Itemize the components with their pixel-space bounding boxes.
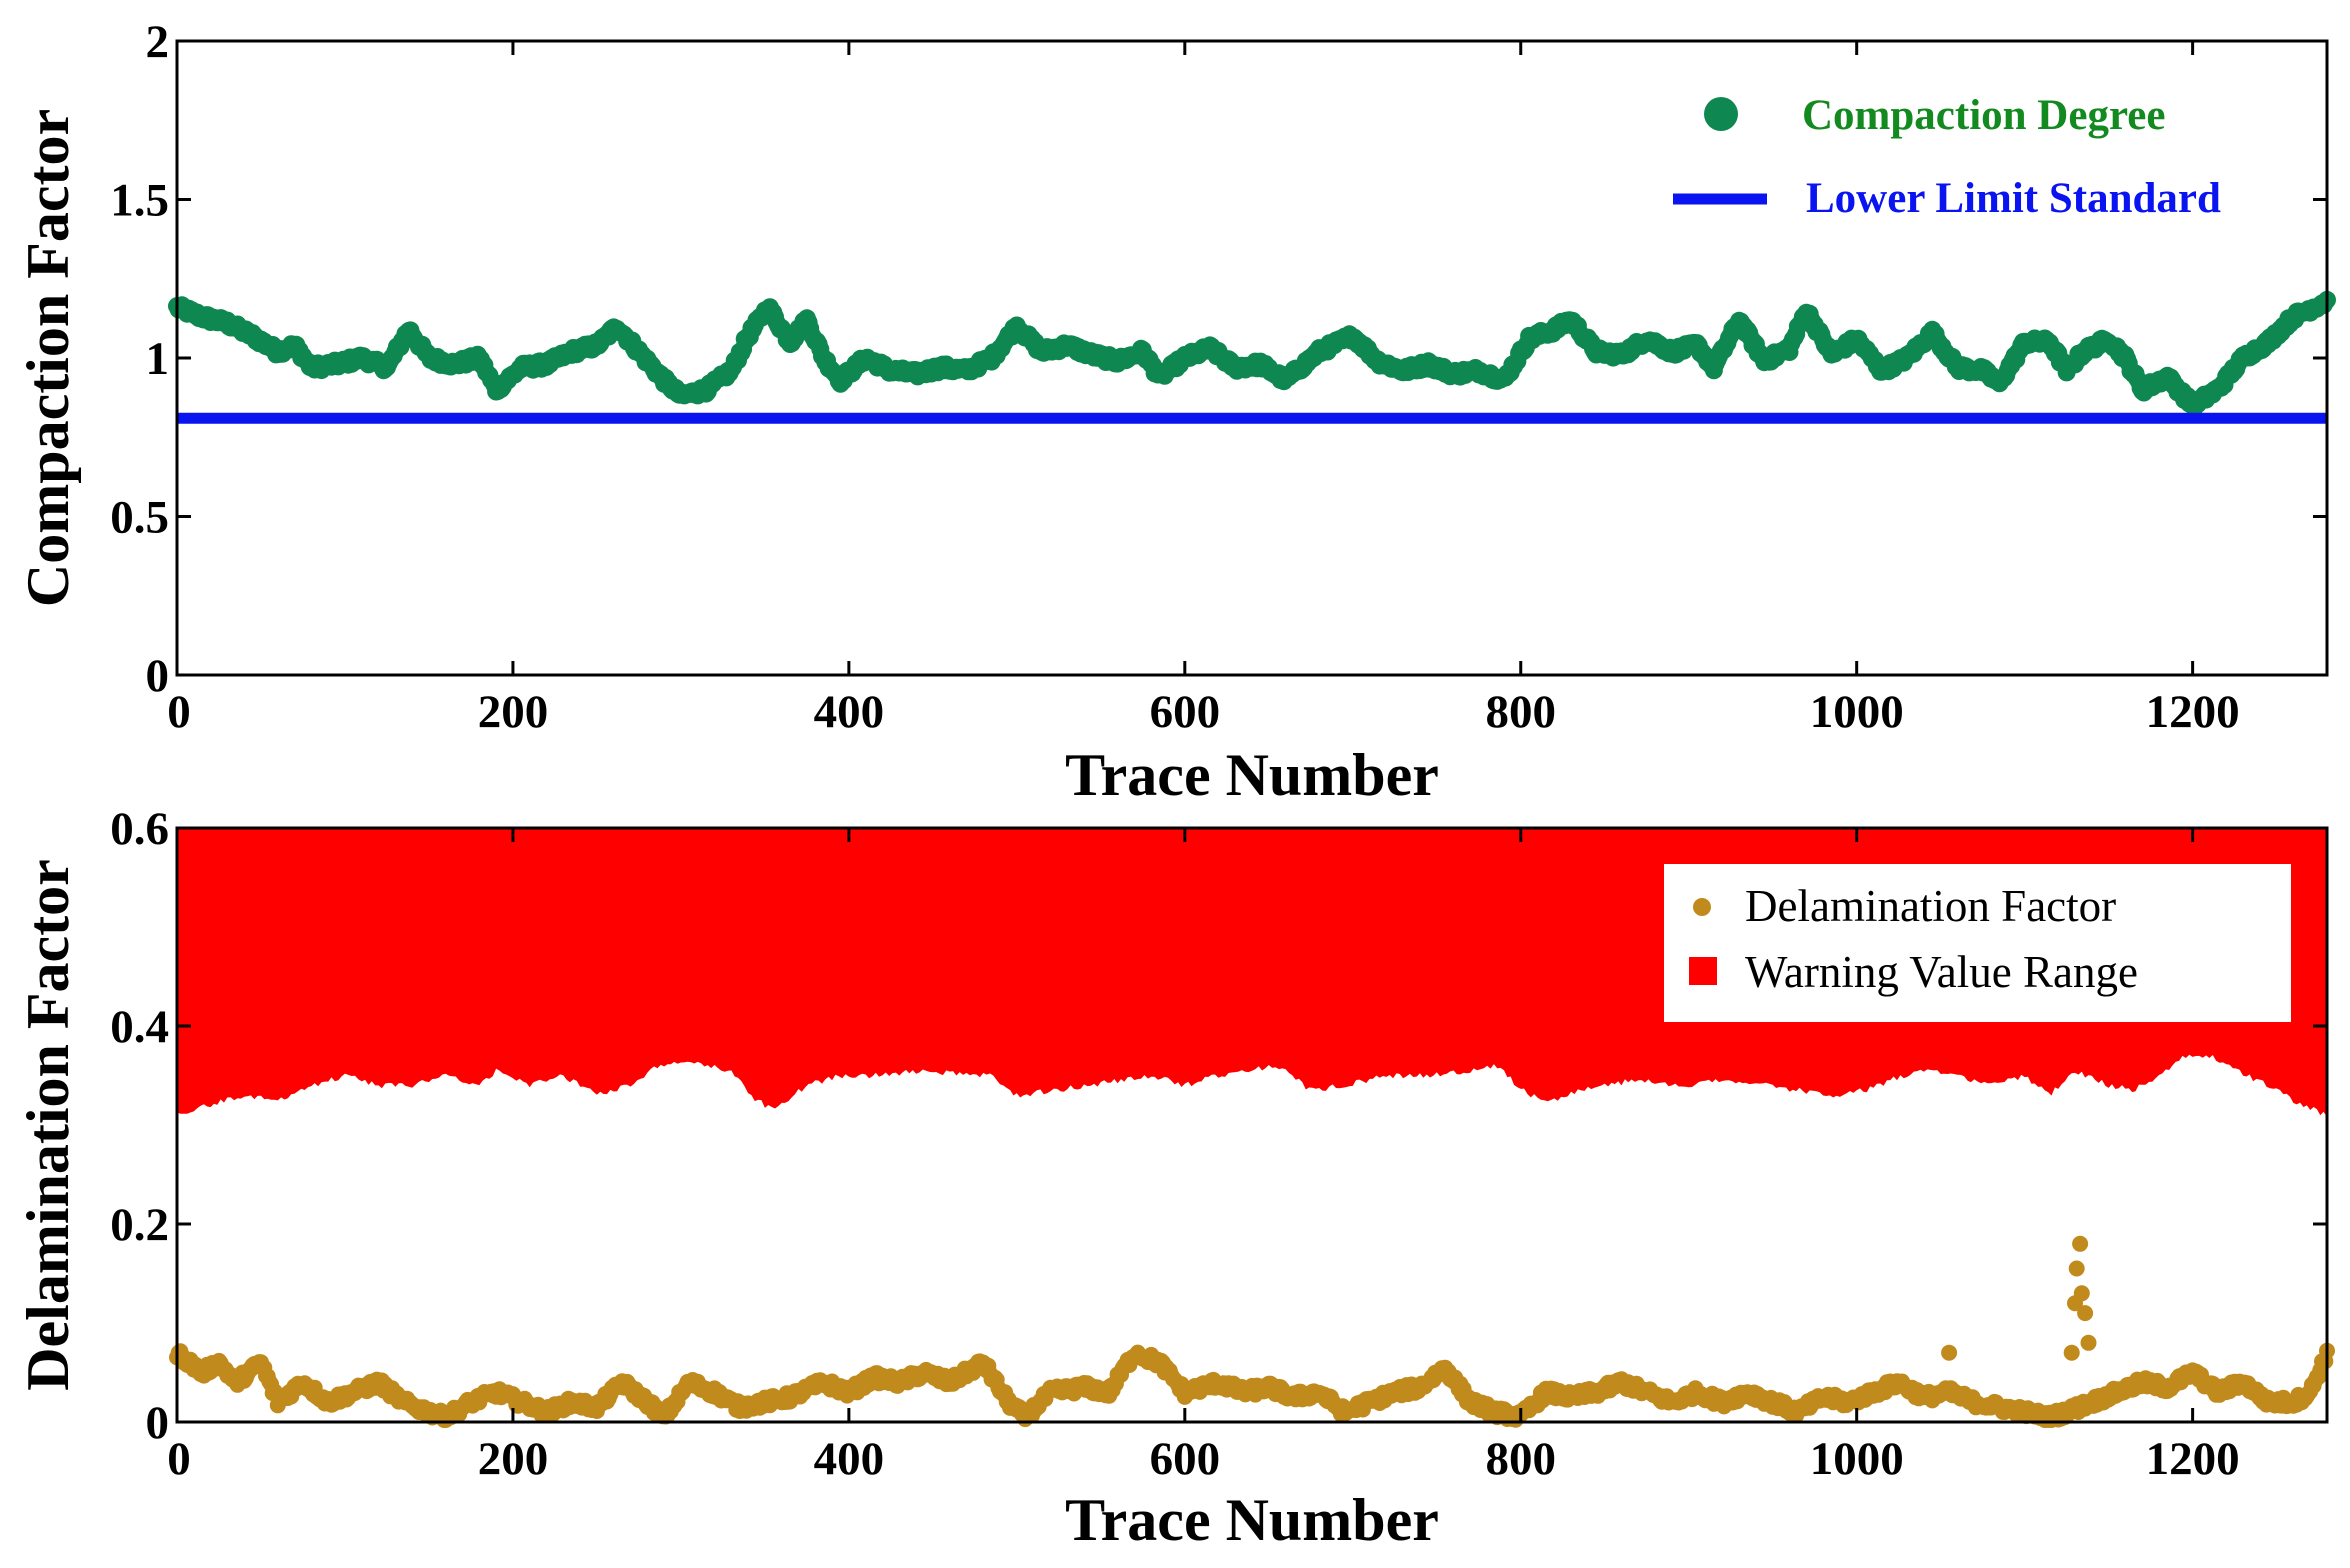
delamination-x-tick-label: 600 bbox=[1150, 1433, 1221, 1485]
delamination-outlier-point bbox=[2077, 1305, 2094, 1322]
delamination-x-tick-label: 0 bbox=[167, 1433, 191, 1485]
delamination-x-axis-title: Trace Number bbox=[1065, 1487, 1439, 1553]
delamination-outlier-point bbox=[2072, 1235, 2089, 1252]
delamination-chart: 0 200 400 600 800 1000 1200 0 0.2 0.4 0.6 Delamina… bbox=[15, 803, 2335, 1553]
delamination-outlier-point bbox=[1941, 1344, 1958, 1361]
compaction-x-tick-label: 600 bbox=[1150, 686, 1221, 738]
delamination-plot-frame bbox=[175, 826, 2329, 1424]
compaction-x-axis-title: Trace Number bbox=[1065, 742, 1439, 808]
legend-box bbox=[1664, 864, 2291, 1022]
delamination-x-tick-label: 1000 bbox=[1810, 1433, 1904, 1485]
compaction-y-tick-label: 1.5 bbox=[110, 175, 169, 227]
legend-compaction-label: Compaction Degree bbox=[1802, 92, 2165, 139]
compaction-x-tick-label: 1000 bbox=[1810, 686, 1904, 738]
delamination-x-tick-label: 200 bbox=[478, 1433, 549, 1485]
compaction-marks bbox=[168, 290, 2336, 417]
compaction-y-tick-label: 2 bbox=[146, 16, 170, 68]
compaction-x-tick-label: 200 bbox=[478, 686, 549, 738]
delamination-legend: Delamination Factor Warning Value Range bbox=[1664, 864, 2291, 1022]
legend-compaction-marker bbox=[1704, 97, 1738, 131]
delamination-y-tick-label: 0 bbox=[146, 1397, 170, 1449]
delamination-y-tick-label: 0.6 bbox=[110, 803, 169, 855]
compaction-chart: 0 200 400 600 800 1000 1200 0 0.5 1 1.5 2 Compactio… bbox=[15, 16, 2336, 808]
delamination-x-tick-label: 800 bbox=[1486, 1433, 1557, 1485]
delamination-outlier-point bbox=[2068, 1260, 2085, 1277]
legend-warning-marker bbox=[1689, 957, 1717, 985]
compaction-x-tick-label: 0 bbox=[167, 686, 191, 738]
compaction-legend: Compaction Degree Lower Limit Standard bbox=[1673, 92, 2221, 222]
compaction-ticks: 0 200 400 600 800 1000 1200 0 0.5 1 1.5 2 bbox=[110, 16, 2327, 738]
compaction-x-tick-label: 800 bbox=[1486, 686, 1557, 738]
delamination-y-tick-label: 0.2 bbox=[110, 1199, 169, 1251]
compaction-y-tick-label: 0.5 bbox=[110, 492, 169, 544]
delamination-outlier-point bbox=[2063, 1344, 2080, 1361]
compaction-y-tick-label: 0 bbox=[146, 650, 170, 702]
compaction-y-axis-title: Compaction Factor bbox=[15, 109, 81, 607]
delamination-outlier-point bbox=[2080, 1334, 2097, 1351]
legend-lower-limit-label: Lower Limit Standard bbox=[1806, 175, 2221, 222]
compaction-x-tick-label: 1200 bbox=[2146, 686, 2240, 738]
legend-delamination-label: Delamination Factor bbox=[1745, 881, 2116, 931]
compaction-y-tick-label: 1 bbox=[146, 333, 170, 385]
delamination-marks bbox=[169, 1235, 2335, 1428]
legend-warning-label: Warning Value Range bbox=[1745, 947, 2138, 997]
delamination-x-tick-label: 400 bbox=[814, 1433, 885, 1485]
compaction-x-tick-label: 400 bbox=[814, 686, 885, 738]
legend-delamination-marker bbox=[1693, 898, 1711, 916]
delamination-outlier-point bbox=[2073, 1285, 2090, 1302]
delamination-y-tick-label: 0.4 bbox=[110, 1001, 169, 1053]
delamination-ticks: 0 200 400 600 800 1000 1200 0 0.2 0.4 0.6 bbox=[110, 803, 2327, 1485]
delamination-y-axis-title: Delamination Factor bbox=[15, 859, 81, 1391]
delamination-x-tick-label: 1200 bbox=[2146, 1433, 2240, 1485]
